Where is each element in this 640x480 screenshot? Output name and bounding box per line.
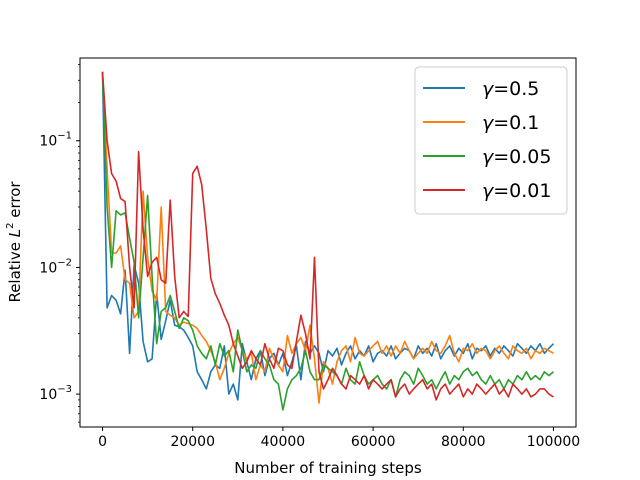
x-axis-label: Number of training steps	[234, 459, 422, 477]
legend-label-2: γ=0.1	[482, 112, 539, 134]
legend-value: =0.05	[493, 146, 551, 168]
x-tick-label: 0	[98, 434, 107, 450]
y-tick-base: 10	[39, 134, 57, 150]
legend-box	[414, 66, 568, 215]
x-tick-label: 60000	[351, 434, 396, 450]
plot-frame	[79, 57, 577, 428]
y-tick-exp: −1	[57, 131, 72, 142]
x-tick-label: 80000	[441, 434, 486, 450]
legend-greek: γ	[482, 112, 495, 134]
y-tick-exp: −2	[57, 257, 72, 268]
x-tick-label: 20000	[170, 434, 215, 450]
y-axis-label-sup: 2	[5, 223, 16, 229]
y-axis-label-suffix: error	[6, 181, 24, 223]
legend-value: =0.5	[493, 78, 539, 100]
x-axis-ticks: 0 20000 40000 60000 80000 100000	[98, 427, 580, 450]
y-tick-label: 10−3	[39, 384, 72, 403]
legend-value: =0.1	[493, 112, 539, 134]
legend-greek: γ	[482, 78, 495, 100]
legend-greek: γ	[482, 180, 495, 202]
x-tick-label: 40000	[261, 434, 306, 450]
y-axis-label-prefix: Relative	[6, 237, 24, 302]
legend-label-1: γ=0.5	[482, 78, 539, 100]
y-axis-label-var: L	[6, 229, 24, 237]
y-tick-exp: −3	[57, 384, 72, 395]
y-axis-ticks: 10−310−210−1	[39, 64, 80, 423]
legend-label-4: γ=0.01	[482, 180, 551, 202]
y-axis-label: Relative L2 error	[5, 181, 24, 303]
legend-value: =0.01	[493, 180, 551, 202]
y-tick-label: 10−1	[39, 131, 72, 150]
y-tick-label: 10−2	[39, 257, 72, 276]
legend-greek: γ	[482, 146, 495, 168]
series-line-1	[101, 71, 555, 401]
series-line-3	[101, 71, 555, 411]
series-lines	[101, 71, 555, 411]
x-tick-label: 100000	[527, 434, 580, 450]
legend: γ=0.5γ=0.1γ=0.05γ=0.01	[414, 66, 568, 215]
y-tick-base: 10	[39, 387, 57, 403]
series-line-4	[101, 71, 554, 401]
y-tick-base: 10	[39, 260, 57, 276]
legend-label-3: γ=0.05	[482, 146, 551, 168]
